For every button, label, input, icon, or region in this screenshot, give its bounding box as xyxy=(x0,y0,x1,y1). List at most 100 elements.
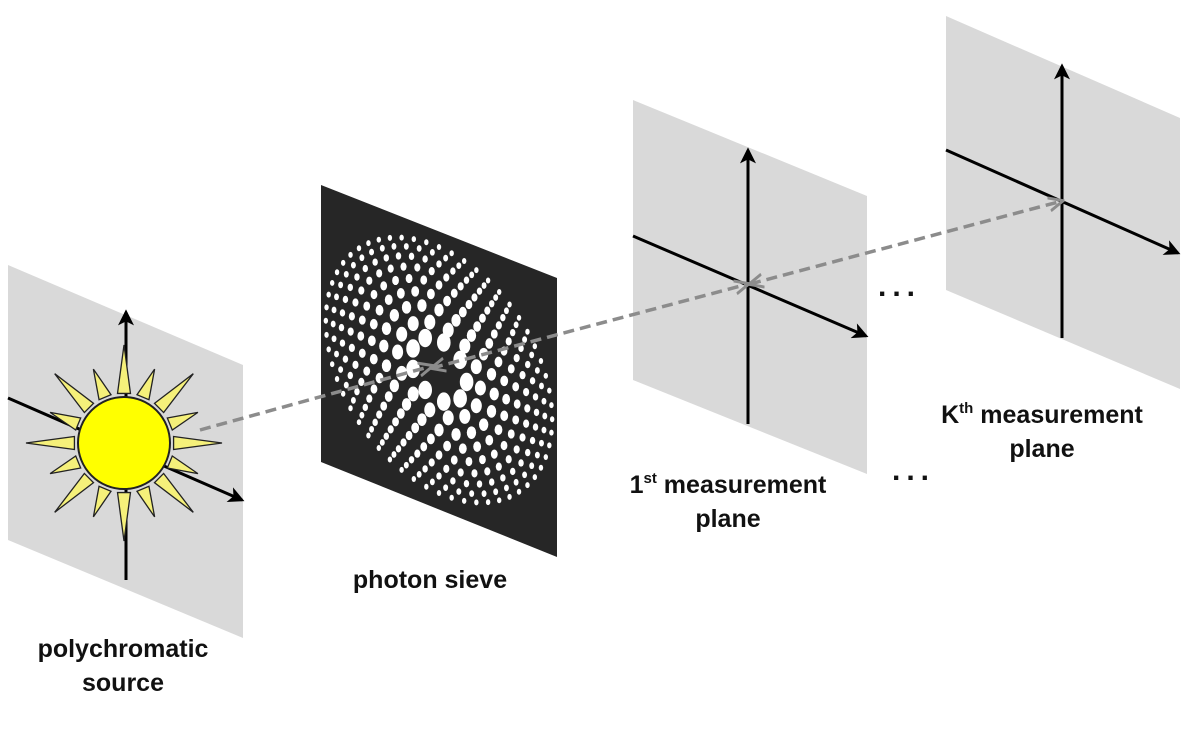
kth-plane-word: measurement xyxy=(973,401,1143,429)
sieve-hole xyxy=(362,403,369,412)
sieve-hole xyxy=(406,339,420,358)
sieve-hole xyxy=(476,480,483,488)
sieve-hole xyxy=(376,444,382,451)
sieve-hole xyxy=(459,408,471,424)
sun-ray xyxy=(92,368,113,401)
sun-ray xyxy=(49,411,82,432)
first-plane-label-line1: 1st measurement xyxy=(590,468,866,502)
beam-paths xyxy=(199,201,1062,432)
sieve-hole xyxy=(542,412,548,420)
sieve-hole xyxy=(493,488,499,496)
sieve-hole xyxy=(338,281,344,289)
sieve-hole xyxy=(481,490,487,497)
sieve-hole xyxy=(516,314,522,321)
sieve-hole xyxy=(405,430,413,441)
sieve-hole xyxy=(449,494,454,501)
sieve-hole xyxy=(372,258,378,266)
sieve-hole xyxy=(532,343,538,350)
sieve-hole xyxy=(450,288,458,298)
sun-ray xyxy=(92,485,113,518)
sieve-hole xyxy=(411,422,420,434)
sieve-hole xyxy=(407,316,419,332)
first-plane-number: 1 xyxy=(629,471,644,499)
sieve-hole xyxy=(481,282,487,289)
sieve-hole xyxy=(334,350,339,358)
sieve-hole xyxy=(334,376,340,383)
sieve-hole xyxy=(513,399,521,409)
sieve-hole xyxy=(387,425,394,434)
sieve-hole xyxy=(470,398,482,414)
sieve-hole xyxy=(523,387,530,397)
sieve-hole xyxy=(486,367,497,381)
sieve-hole xyxy=(465,456,473,467)
photon-sieve-plate xyxy=(321,185,557,557)
sieve-hole xyxy=(525,328,530,335)
sieve-hole xyxy=(363,366,371,376)
sieve-hole xyxy=(429,478,435,486)
sieve-hole xyxy=(496,289,502,296)
sieve-hole xyxy=(458,306,467,318)
sieve-hole xyxy=(512,415,520,425)
sieve-hole xyxy=(453,389,467,408)
sieve-hole xyxy=(366,432,371,439)
sieve-hole xyxy=(489,387,499,401)
sieve-hole xyxy=(443,273,450,282)
sieve-hole xyxy=(383,254,389,262)
sieve-hole xyxy=(502,393,511,405)
sieve-hole xyxy=(484,467,491,476)
first-measurement-plane xyxy=(632,100,869,474)
beam-sieve-to-first-plane xyxy=(432,284,748,368)
sieve-hole xyxy=(358,315,366,325)
sieve-hole xyxy=(428,267,435,276)
sieve-hole xyxy=(401,301,412,314)
sieve-hole xyxy=(538,464,544,471)
sieve-hole xyxy=(379,339,389,353)
sieve-hole xyxy=(505,455,512,464)
sieve-hole xyxy=(493,294,499,301)
sieve-hole xyxy=(541,426,547,434)
sieve-hole xyxy=(532,423,539,431)
sieve-hole xyxy=(494,356,503,368)
sieve-hole xyxy=(338,366,344,373)
sieve-hole xyxy=(524,360,531,369)
sieve-hole xyxy=(389,309,400,322)
sieve-hole xyxy=(372,418,378,427)
sieve-hole xyxy=(324,304,329,311)
first-plane-label-line2: plane xyxy=(695,505,761,533)
sieve-hole xyxy=(503,307,509,315)
sieve-hole xyxy=(420,442,428,452)
sieve-hole xyxy=(459,372,474,392)
source-label-line1: polychromatic xyxy=(37,635,209,663)
sieve-hole xyxy=(414,449,421,458)
sieve-hole xyxy=(359,411,365,419)
sieve-hole xyxy=(376,410,383,419)
sieve-hole xyxy=(512,382,520,392)
sieve-hole xyxy=(417,413,427,426)
sieve-hole xyxy=(513,321,519,329)
sieve-hole xyxy=(522,471,528,479)
sieve-hole xyxy=(513,445,520,454)
sieve-hole xyxy=(494,424,503,436)
sieve-hole xyxy=(348,251,353,258)
sieve-hole xyxy=(392,417,399,427)
sieve-hole xyxy=(391,451,397,458)
sieve-hole xyxy=(416,245,422,252)
sieve-hole xyxy=(348,405,353,412)
sieve-hole xyxy=(434,423,444,437)
sieve-hole xyxy=(516,488,522,495)
sieve-hole xyxy=(539,439,544,447)
sieve-hole xyxy=(424,314,436,330)
sieve-hole xyxy=(350,261,356,269)
sieve-hole xyxy=(513,478,519,486)
sieve-hole xyxy=(539,382,544,390)
sieve-hole xyxy=(418,328,433,348)
kth-plane-label-line2: plane xyxy=(1009,435,1075,463)
sieve-hole xyxy=(424,483,429,490)
photon-sieve xyxy=(321,185,557,557)
sieve-hole xyxy=(485,338,494,349)
sieve-hole xyxy=(485,499,491,506)
sun-ray xyxy=(116,491,132,542)
sieve-hole xyxy=(363,301,371,311)
sieve-hole xyxy=(426,433,435,445)
beam-source-to-sieve xyxy=(199,366,432,432)
